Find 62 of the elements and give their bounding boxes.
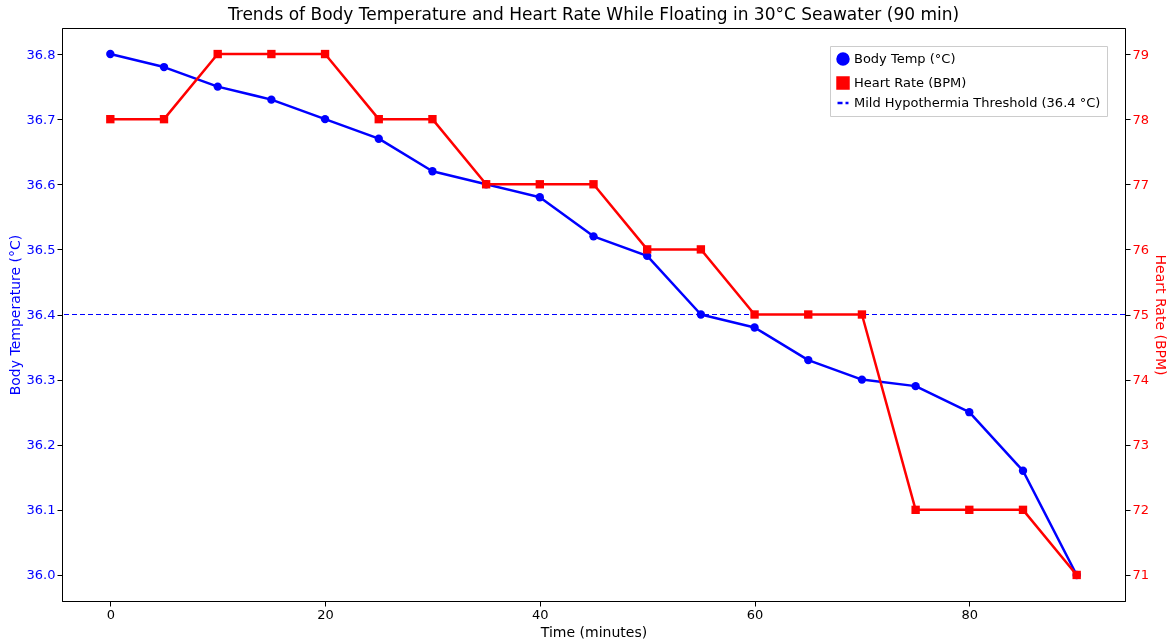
y2-tick-label: 79 [1132, 46, 1150, 62]
x-axis-title: Time (minutes) [539, 623, 648, 640]
y-tick-label: 36.6 [26, 176, 56, 192]
point [374, 134, 383, 143]
point [1018, 505, 1028, 515]
point [911, 505, 920, 515]
y-tick-label: 36.5 [26, 241, 56, 257]
y2-tick-label: 74 [1132, 372, 1150, 388]
x-tick-label: 40 [532, 606, 549, 622]
legend-label: Body Temp (°C) [854, 51, 956, 66]
point [857, 310, 867, 319]
x-tick-label: 60 [746, 606, 764, 622]
y-tick-label: 36.0 [26, 567, 56, 583]
point [267, 49, 276, 59]
point [428, 167, 437, 176]
y-tick-label: 36.3 [26, 372, 56, 388]
point [213, 82, 222, 91]
point [750, 323, 759, 332]
point [965, 505, 974, 515]
y2-tick-label: 72 [1132, 502, 1150, 518]
chart-title: Trends of Body Temperature and Heart Rate While Floating in 30°C Seawater (90 min) [226, 4, 960, 24]
x-tick-label: 80 [961, 606, 979, 622]
legend-label: Heart Rate (BPM) [854, 75, 967, 90]
y-tick-label: 36.7 [26, 111, 56, 127]
point [696, 245, 706, 254]
y-tick-label: 36.1 [26, 502, 56, 518]
point [857, 375, 867, 384]
y2-tick-label: 75 [1132, 307, 1150, 322]
point [750, 310, 759, 319]
point [428, 114, 437, 124]
point [320, 49, 330, 59]
point [159, 62, 169, 72]
y-axis-title: Body Temperature (°C) [6, 234, 23, 396]
y2-tick-label: 73 [1132, 437, 1150, 453]
point [535, 193, 544, 202]
x-tick-label: 0 [106, 606, 115, 622]
y2-axis-title: Heart Rate (BPM) [1153, 254, 1170, 376]
point [106, 114, 115, 124]
y-tick-label: 36.2 [26, 437, 56, 453]
legend-label: Mild Hypothermia Threshold (36.4 °C) [854, 95, 1101, 110]
point [374, 114, 383, 124]
point [106, 49, 115, 59]
point [804, 355, 813, 365]
y2-tick-label: 77 [1132, 176, 1150, 192]
point [1018, 466, 1028, 475]
y2-tick-label: 76 [1132, 241, 1150, 257]
point [535, 180, 544, 189]
y2-tick-label: 71 [1132, 567, 1150, 583]
point [213, 49, 222, 59]
y2-tick-label: 78 [1132, 111, 1150, 127]
x-tick-label: 20 [317, 606, 334, 622]
point [320, 114, 330, 124]
point [804, 310, 813, 319]
point [159, 114, 169, 124]
y-tick-label: 36.8 [26, 46, 56, 62]
point [589, 232, 598, 241]
point [643, 245, 652, 254]
point [267, 95, 276, 104]
point [965, 408, 974, 417]
y-tick-label: 36.4 [26, 307, 56, 322]
point [911, 381, 920, 391]
point [589, 180, 598, 189]
